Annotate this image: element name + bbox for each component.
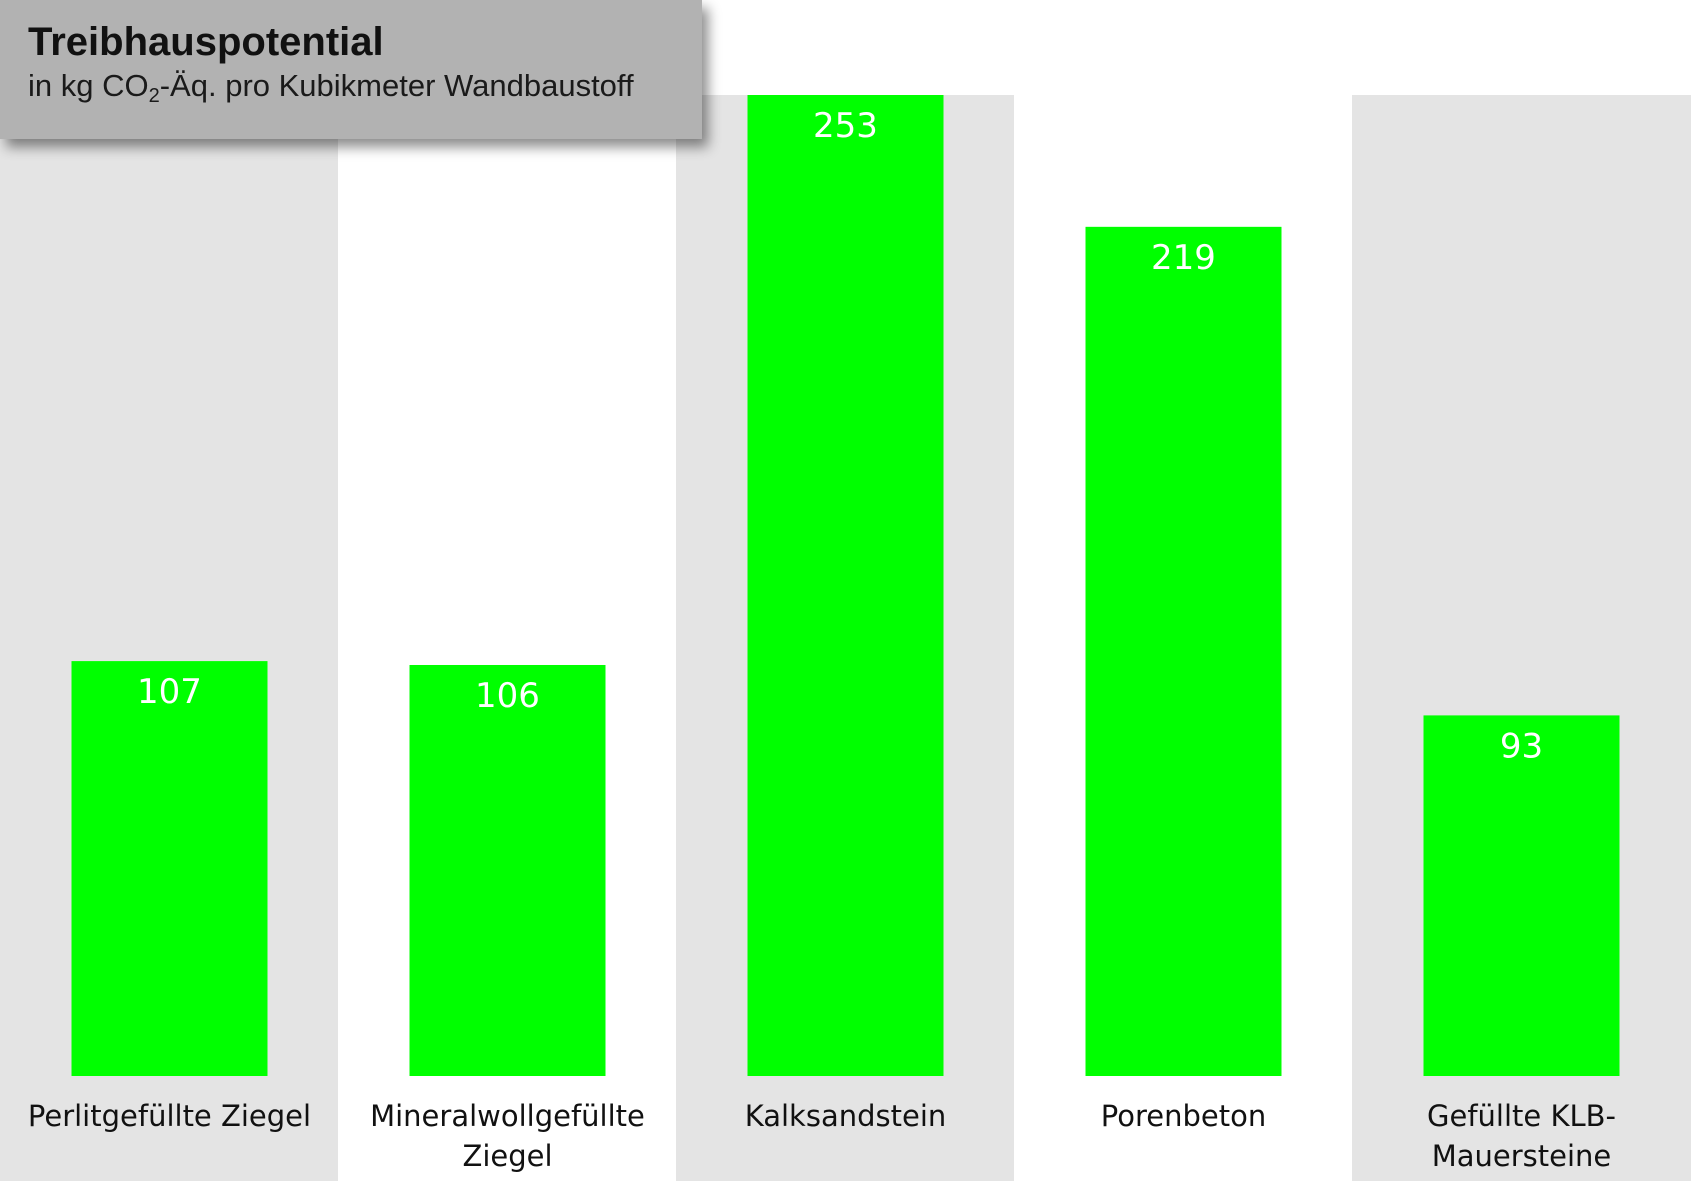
- value-labels: 107 106 253 219 93: [137, 106, 1543, 766]
- bar: [1085, 226, 1282, 1076]
- subtitle-suffix: -Äq. pro Kubikmeter Wandbaustoff: [159, 68, 634, 103]
- subtitle-subscript: 2: [148, 85, 160, 107]
- bar-value-label: 106: [475, 676, 540, 716]
- bar: [409, 664, 606, 1076]
- category-label-line: Mineralwollgefüllte: [370, 1099, 645, 1133]
- bar: [747, 95, 944, 1076]
- chart-title: Treibhauspotential: [28, 20, 384, 64]
- category-label-line: Perlitgefüllte Ziegel: [28, 1099, 311, 1133]
- bar: [1423, 715, 1620, 1076]
- category-label: Perlitgefüllte Ziegel: [28, 1099, 311, 1133]
- chart-subtitle: in kg CO2-Äq. pro Kubikmeter Wandbaustof…: [28, 68, 634, 107]
- category-label: Porenbeton: [1101, 1099, 1266, 1133]
- category-label: Kalksandstein: [745, 1099, 947, 1133]
- category-label-line: Ziegel: [462, 1139, 552, 1173]
- bars: [71, 95, 1620, 1076]
- category-labels: Perlitgefüllte Ziegel Mineralwollgefüllte…: [28, 1099, 1616, 1173]
- category-label-line: Mauersteine: [1432, 1139, 1612, 1173]
- subtitle-prefix: in kg CO: [28, 68, 149, 103]
- category-label-line: Porenbeton: [1101, 1099, 1266, 1133]
- bar-value-label: 219: [1151, 238, 1216, 278]
- bar-value-label: 93: [1500, 726, 1543, 766]
- category-label: Gefüllte KLB- Mauersteine: [1427, 1099, 1616, 1173]
- category-label-line: Gefüllte KLB-: [1427, 1099, 1616, 1133]
- bar-value-label: 253: [813, 106, 878, 146]
- bar: [71, 661, 268, 1076]
- title-box: Treibhauspotential in kg CO2-Äq. pro Kub…: [0, 0, 702, 139]
- bar-value-label: 107: [137, 672, 202, 712]
- category-label-line: Kalksandstein: [745, 1099, 947, 1133]
- category-label: Mineralwollgefüllte Ziegel: [370, 1099, 645, 1173]
